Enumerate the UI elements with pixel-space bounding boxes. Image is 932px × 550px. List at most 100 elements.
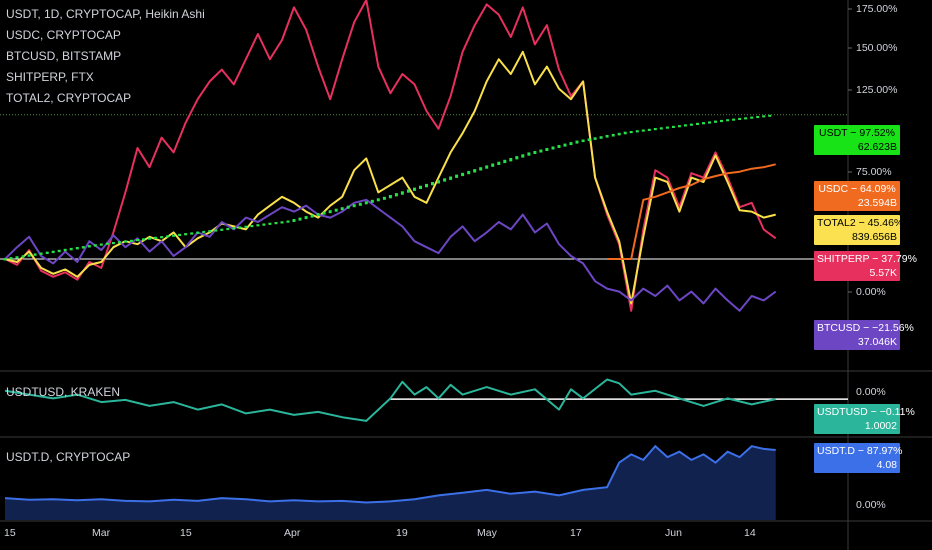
y-tick-label: 0.00% [856,499,886,511]
y-tick-label: 125.00% [856,84,898,96]
usdt-candle [328,210,332,214]
usdt-candle [172,234,176,237]
badge-total2-pct: TOTAL2 − 45.46% [817,217,904,229]
usdt-candle [738,117,742,120]
usdt-candle [509,158,513,162]
usdt-candle [563,143,567,147]
usdt-candle [310,214,314,218]
usdt-candle [280,221,284,224]
usdt-candle [334,208,338,212]
legend-line-btcusd[interactable]: BTCUSD, BITSTAMP [6,49,122,63]
badge-usdc[interactable]: USDC − 64.09% 23.594B [814,181,900,211]
usdt-candle [3,258,7,261]
badge-btc-pct: BTCUSD − −21.56% [817,322,914,334]
series-layer [3,0,777,520]
usdt-candle [732,118,736,121]
usdt-candle [166,235,170,238]
usdt-candle [479,167,483,171]
usdt-candle [400,191,404,195]
usdt-candle [659,127,663,130]
usdt-candle [370,199,374,203]
usdtd-line [4,444,776,504]
usdt-candle [268,222,272,225]
badge-usdt[interactable]: USDT − 97.52% 62.623B [814,125,900,155]
x-tick-label: 19 [396,527,408,539]
usdt-candle [262,223,266,226]
badge-total2-value: 839.656B [852,231,897,243]
usdt-candle [75,247,79,250]
usdt-candle [527,152,531,156]
legend-line-shitperp[interactable]: SHITPERP, FTX [6,70,94,84]
usdt-candle [117,241,121,244]
legend-line-total2[interactable]: TOTAL2, CRYPTOCAP [6,91,132,105]
usdt-candle [533,151,537,154]
usdt-candle [696,122,699,125]
usdt-candle [575,140,579,144]
usdt-candle [123,240,127,243]
usdt-candle [190,232,194,235]
badge-usdc-pct: USDC − 64.09% [818,183,896,195]
usdt-candle [346,205,350,209]
badge-usdtd-value: 4.08 [876,459,897,471]
usdt-candle [358,202,362,206]
usdt-candle [105,242,109,245]
usdt-candle [232,227,236,230]
usdt-candle [449,176,453,180]
usdt-candle [27,254,31,257]
usdt-candle [702,122,705,125]
usdt-candle [292,219,296,222]
usdt-candle [238,226,242,229]
usdt-candle [51,250,55,254]
pane-title-usdtd[interactable]: USDT.D, CRYPTOCAP [6,450,131,464]
usdt-candle [33,253,37,256]
usdt-candle [160,236,164,239]
usdt-candle [9,257,13,260]
usdt-candle [473,169,477,173]
usdt-candle [425,183,428,188]
usdt-candle [129,239,133,242]
usdt-candle [641,129,645,132]
btc-line [4,198,777,312]
usdt-candle [605,135,609,138]
legend-line-usdc[interactable]: USDC, CRYPTOCAP [6,28,121,42]
usdt-candle [623,131,627,135]
badge-btc[interactable]: BTCUSD − −21.56% 37.046K [814,320,914,350]
usdt-candle [551,146,555,150]
usdt-candle [274,222,278,225]
usdt-candle [557,145,561,148]
x-tick-label: Jun [665,527,682,539]
usdt-candle [148,237,151,240]
shitperp-line [4,0,777,312]
badge-usdtusd-pct: USDTUSD − −0.11% [817,406,915,418]
usdt-candle [683,124,687,127]
x-tick-label: May [477,527,497,539]
usdt-candle [708,121,711,124]
usdt-candle [202,230,206,234]
y-tick-label: 0.00% [856,286,886,298]
usdt-candle [15,256,19,259]
badge-usdtd[interactable]: USDT.D − 87.97% 4.08 [814,443,903,473]
usdt-candle [57,249,61,253]
badge-usdtusd-value: 1.0002 [864,420,897,432]
badge-usdt-pct: USDT − 97.52% [819,127,895,139]
badge-usdtusd[interactable]: USDTUSD − −0.11% 1.0002 [814,404,915,434]
usdt-candle [593,137,597,140]
usdt-candle [178,233,182,236]
y-tick-label: 0.00% [856,386,886,398]
usdt-candle [545,148,549,151]
usdt-candle [750,116,754,119]
usdt-candle [443,178,447,182]
usdt-candle [437,180,440,184]
usdt-candle [485,165,489,169]
badge-shitperp[interactable]: SHITPERP − 37.79% 5.57K [814,251,917,281]
pane-title-usdtusd[interactable]: USDTUSD, KRAKEN [6,385,121,399]
usdt-candle [762,115,766,118]
usdt-candle [503,159,507,164]
badge-total2[interactable]: TOTAL2 − 45.46% 839.656B [814,215,904,245]
usdt-candle [647,128,651,131]
usdt-candle [226,227,230,231]
usdt-candle [461,172,465,177]
usdt-candle [250,225,254,228]
legend-line-usdt[interactable]: USDT, 1D, CRYPTOCAP, Heikin Ashi [6,7,205,21]
